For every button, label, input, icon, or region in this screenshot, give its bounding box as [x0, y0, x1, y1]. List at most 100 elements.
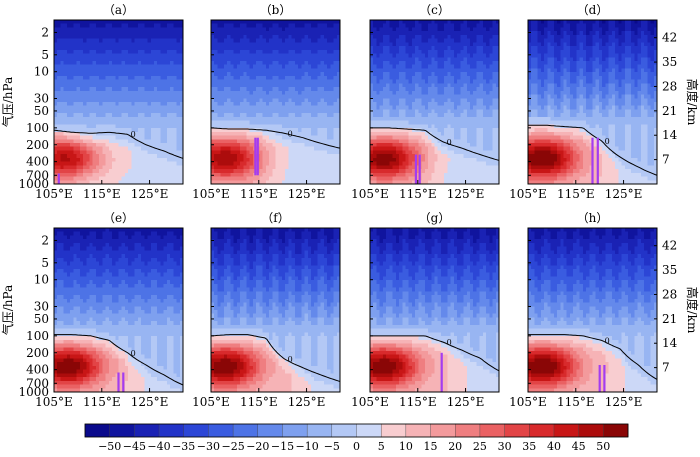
- heatmap-cell: [54, 79, 58, 84]
- heatmap-cell: [112, 176, 116, 181]
- heatmap-cell: [479, 75, 484, 81]
- heatmap-cell: [118, 23, 123, 28]
- heatmap-cell: [256, 64, 260, 69]
- heatmap-cell: [495, 90, 499, 95]
- heatmap-cell: [333, 176, 338, 181]
- heatmap-cell: [392, 120, 397, 125]
- heatmap-cell: [134, 128, 139, 133]
- heatmap-cell: [411, 120, 416, 125]
- heatmap-cell: [63, 27, 68, 32]
- heatmap-cell: [320, 31, 325, 36]
- heatmap-cell: [76, 31, 81, 36]
- heatmap-cell: [269, 23, 273, 28]
- heatmap-cell: [370, 79, 374, 84]
- heatmap-cell: [327, 20, 331, 25]
- heatmap-cell: [259, 23, 264, 28]
- heatmap-cell: [176, 23, 181, 28]
- heatmap-cell: [95, 109, 100, 114]
- heatmap-cell: [333, 57, 338, 62]
- heatmap-cell: [304, 102, 309, 107]
- heatmap-cell: [418, 135, 423, 140]
- heatmap-cell: [434, 109, 439, 114]
- heatmap-cell: [330, 20, 334, 25]
- heatmap-cell: [408, 139, 413, 144]
- heatmap-cell: [147, 42, 152, 47]
- heatmap-cell: [382, 57, 387, 62]
- heatmap-cell: [150, 128, 155, 133]
- heatmap-cell: [89, 79, 94, 84]
- heatmap-cell: [137, 172, 142, 177]
- heatmap-cell: [440, 20, 445, 25]
- heatmap-cell: [402, 135, 406, 140]
- heatmap-cell: [486, 20, 490, 25]
- heatmap-cell: [392, 64, 397, 69]
- heatmap-cell: [54, 49, 58, 54]
- heatmap-cell: [288, 102, 293, 107]
- heatmap-cell: [386, 120, 390, 125]
- heatmap-cell: [118, 105, 123, 110]
- heatmap-cell: [137, 169, 142, 174]
- heatmap-cell: [249, 87, 254, 92]
- heatmap-cell: [259, 57, 264, 62]
- heatmap-cell: [63, 157, 68, 163]
- heatmap-cell: [70, 169, 74, 174]
- heatmap-cell: [408, 94, 413, 99]
- heatmap-cell: [317, 94, 322, 99]
- heatmap-cell: [249, 135, 254, 140]
- heatmap-cell: [214, 150, 218, 155]
- heatmap-cell: [301, 79, 305, 84]
- heatmap-cell: [211, 124, 215, 129]
- heatmap-cell: [76, 131, 81, 136]
- heatmap-cell: [83, 49, 87, 54]
- heatmap-cell: [386, 64, 390, 69]
- heatmap-cell: [265, 34, 270, 40]
- heatmap-cell: [440, 53, 445, 58]
- heatmap-cell: [392, 146, 397, 151]
- heatmap-cell: [105, 109, 110, 114]
- heatmap-cell: [418, 53, 423, 58]
- heatmap-cell: [99, 131, 103, 136]
- heatmap-cell: [463, 146, 468, 151]
- heatmap-cell: [285, 161, 289, 166]
- heatmap-cell: [240, 68, 244, 73]
- heatmap-cell: [236, 180, 241, 184]
- heatmap-cell: [153, 116, 158, 122]
- heatmap-cell: [382, 31, 387, 36]
- heatmap-cell: [144, 146, 148, 151]
- heatmap-cell: [411, 124, 416, 129]
- heatmap-cell: [211, 42, 215, 47]
- heatmap-cell: [272, 169, 276, 174]
- heatmap-cell: [288, 34, 293, 40]
- heatmap-cell: [333, 102, 338, 107]
- heatmap-cell: [460, 87, 464, 92]
- heatmap-cell: [379, 61, 384, 66]
- heatmap-cell: [147, 53, 152, 58]
- heatmap-cell: [70, 150, 74, 155]
- heatmap-cell: [223, 68, 228, 73]
- heatmap-cell: [370, 128, 374, 133]
- heatmap-cell: [240, 20, 244, 25]
- heatmap-cell: [486, 42, 490, 47]
- heatmap-cell: [112, 165, 116, 170]
- heatmap-cell: [118, 139, 123, 144]
- heatmap-cell: [288, 49, 293, 54]
- heatmap-cell: [79, 42, 84, 47]
- heatmap-cell: [76, 135, 81, 140]
- heatmap-cell: [63, 131, 68, 136]
- heatmap-cell: [453, 120, 458, 125]
- heatmap-cell: [220, 154, 225, 159]
- heatmap-cell: [466, 120, 471, 125]
- heatmap-cell: [179, 38, 183, 43]
- heatmap-cell: [233, 139, 238, 144]
- heatmap-cell: [246, 83, 251, 88]
- heatmap-cell: [137, 31, 142, 36]
- heatmap-cell: [444, 128, 448, 133]
- heatmap-cell: [288, 161, 293, 166]
- heatmap-cell: [482, 34, 487, 40]
- heatmap-cell: [217, 31, 222, 36]
- heatmap-cell: [373, 75, 377, 81]
- heatmap-cell: [170, 165, 174, 170]
- heatmap-cell: [166, 46, 171, 51]
- heatmap-cell: [327, 180, 331, 184]
- heatmap-cell: [259, 75, 264, 81]
